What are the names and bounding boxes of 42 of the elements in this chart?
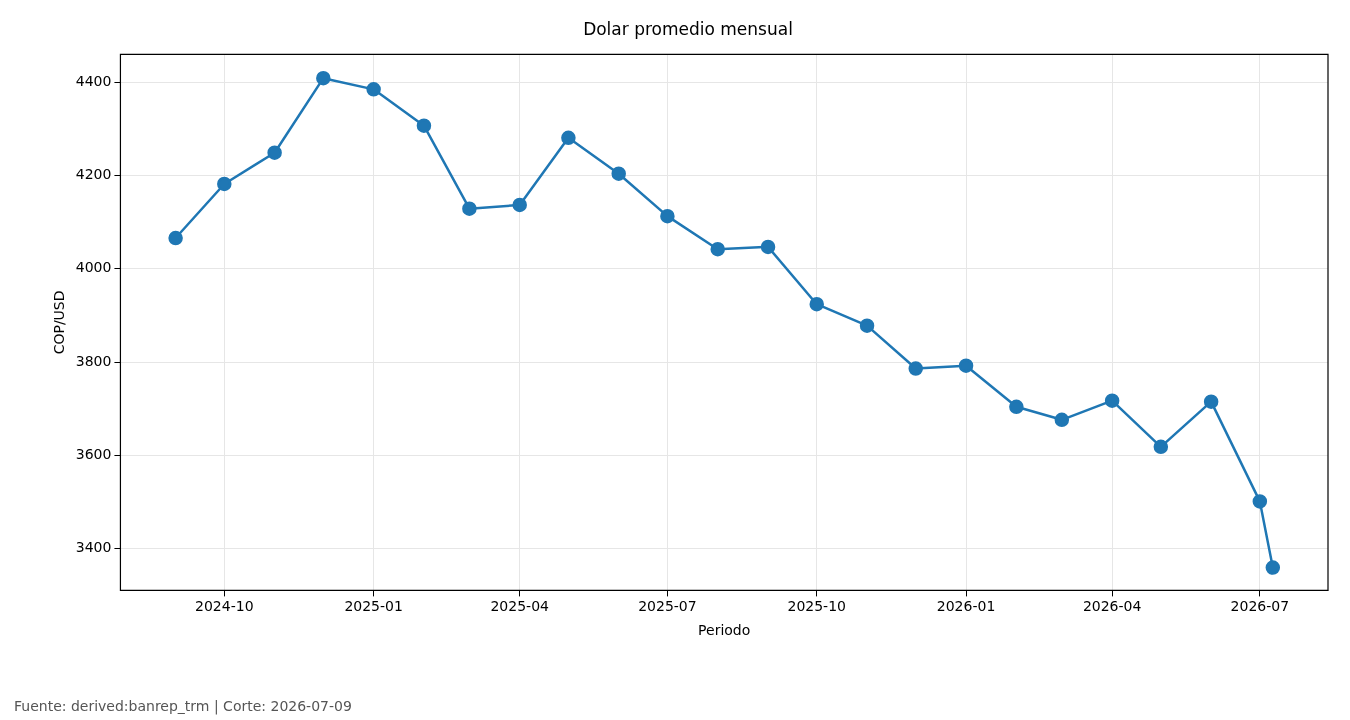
x-tick-label: 2026-07 bbox=[1230, 598, 1290, 615]
y-tick-label: 3400 bbox=[75, 539, 112, 556]
x-tick-label: 2025-07 bbox=[638, 598, 697, 615]
point bbox=[512, 197, 527, 213]
y-tick-label: 3800 bbox=[75, 352, 112, 369]
point bbox=[1203, 394, 1219, 409]
point bbox=[1252, 494, 1268, 509]
point bbox=[1153, 439, 1169, 455]
point bbox=[416, 118, 432, 133]
y-tick-label: 4200 bbox=[75, 166, 112, 183]
source-note: Fuente: derived:banrep_trm | Corte: 2026-07-09 bbox=[14, 698, 352, 714]
point bbox=[660, 208, 675, 224]
x-tick-label: 2026-04 bbox=[1082, 598, 1142, 615]
y-tick-label: 4400 bbox=[75, 73, 112, 90]
y-tick-label: 4000 bbox=[75, 259, 112, 276]
x-tick-label: 2026-01 bbox=[936, 598, 996, 615]
point bbox=[366, 82, 381, 97]
x-tick-label: 2025-10 bbox=[787, 598, 846, 615]
x-tick-label: 2025-01 bbox=[344, 598, 403, 615]
point bbox=[1265, 560, 1281, 575]
point bbox=[267, 145, 282, 160]
point bbox=[217, 176, 232, 192]
point bbox=[1104, 393, 1120, 408]
point bbox=[611, 166, 626, 181]
x-axis-title: Periodo bbox=[698, 622, 751, 639]
point bbox=[1009, 399, 1024, 415]
point bbox=[859, 318, 875, 333]
chart-title: Dolar promedio mensual bbox=[583, 18, 793, 39]
point bbox=[168, 230, 183, 246]
point bbox=[462, 201, 477, 216]
point bbox=[809, 296, 824, 312]
x-tick-label: 2025-04 bbox=[490, 598, 550, 615]
point bbox=[710, 241, 725, 257]
point bbox=[561, 130, 576, 146]
y-axis-title: COP/USD bbox=[51, 290, 68, 355]
point bbox=[760, 239, 776, 255]
point bbox=[316, 70, 331, 86]
point bbox=[908, 361, 923, 376]
point bbox=[1054, 412, 1070, 428]
point bbox=[958, 358, 974, 373]
x-tick-label: 2024-10 bbox=[195, 598, 254, 615]
y-tick-label: 3600 bbox=[75, 445, 112, 462]
